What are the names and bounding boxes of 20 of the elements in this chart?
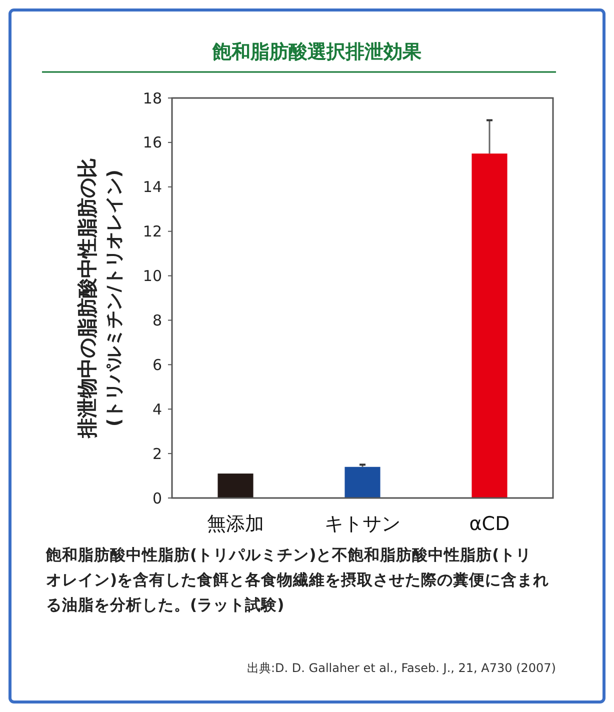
y-tick-label: 4 [152,400,162,418]
source-note: 出典:D. D. Gallaher et al., Faseb. J., 21, A730 (2007) [247,661,556,675]
y-tick-label: 10 [142,267,162,286]
x-tick-label: キトサン [324,513,400,535]
bar [344,466,380,498]
bar [218,474,254,498]
y-tick-label: 8 [152,311,162,330]
y-tick-label: 6 [152,356,162,374]
y-tick-label: 16 [142,134,162,152]
y-tick-label: 18 [142,89,162,108]
y-axis-title: 排泄物中の脂肪酸中性脂肪の比 (トリパルミチン/トリオレイン) [75,158,125,439]
text: 飽和脂肪酸中性脂肪(トリパルミチン)と不飽和脂肪酸中性脂肪(トリオレイン)を含有した食餌と各食物繊維を摂取させた際の糞便に含まれる油脂を分析した。(ラット試験) [45,546,550,614]
y-tick-label: 14 [142,178,162,196]
bar [472,154,508,498]
y-tick-label: 0 [152,489,162,508]
x-tick-label: αCD [469,513,510,535]
x-tick-label: 無添加 [207,513,264,535]
chart-title: 飽和脂肪酸選択排泄効果 [212,41,422,63]
y-tick-label: 2 [152,444,162,463]
y-tick-label: 12 [142,222,162,241]
